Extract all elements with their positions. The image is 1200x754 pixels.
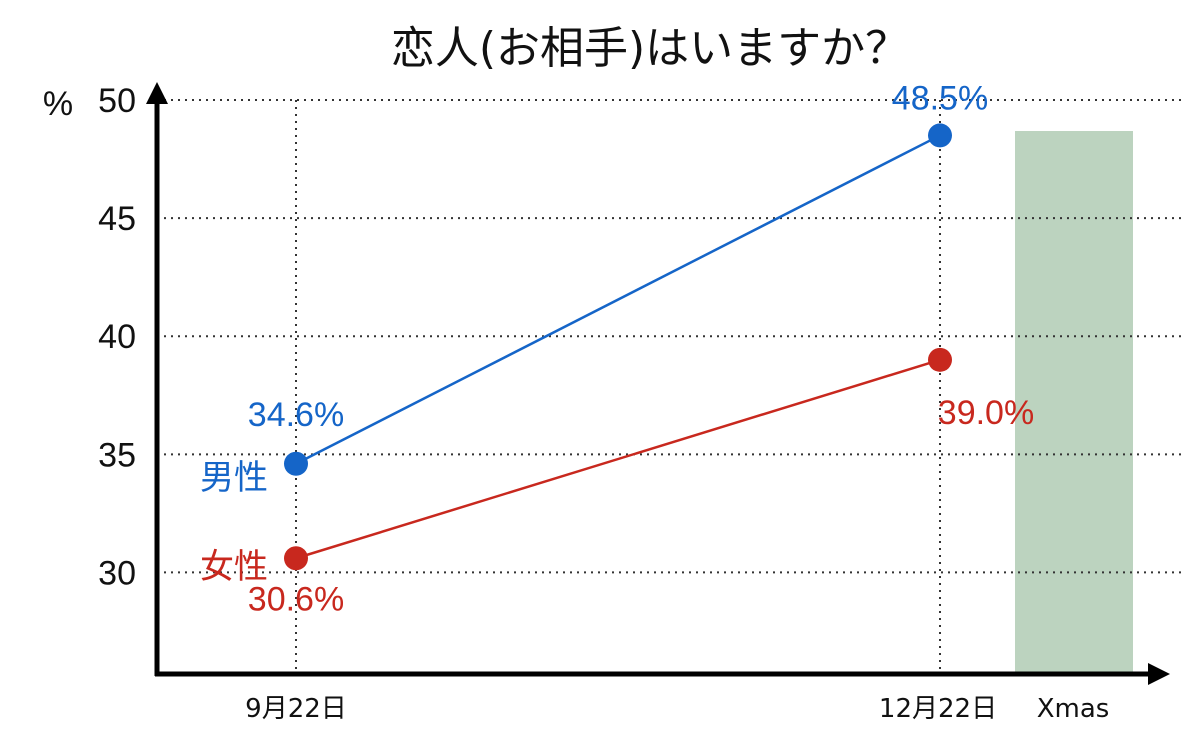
data-label-female: 30.6% (248, 580, 344, 618)
y-tick-label: 35 (98, 436, 136, 474)
y-axis-label: % (43, 85, 73, 123)
chart-title: 恋人(お相手)はいますか？ (391, 23, 909, 74)
series-line-female (295, 358, 941, 560)
xmas-label: Xmas (1037, 694, 1110, 724)
data-point-female (284, 546, 308, 571)
y-tick-label: 40 (98, 318, 136, 356)
data-label-male: 48.5% (892, 79, 988, 117)
data-label-female: 39.0% (938, 394, 1034, 432)
data-point-male (284, 451, 308, 476)
series-label-female: 女性 (200, 547, 268, 587)
y-tick-label: 30 (98, 554, 136, 592)
x-axis-arrow (1148, 663, 1170, 685)
data-point-female (928, 347, 952, 372)
xmas-highlight-band (1015, 131, 1133, 674)
y-tick-label: 45 (98, 200, 136, 238)
x-tick-label: 12月22日 (879, 694, 997, 724)
series-line-male (295, 134, 941, 465)
y-tick-label: 50 (98, 82, 136, 120)
data-point-male (928, 123, 952, 148)
data-label-male: 34.6% (248, 396, 344, 434)
y-axis-arrow (146, 82, 168, 104)
x-tick-label: 9月22日 (245, 694, 347, 724)
series-label-male: 男性 (200, 458, 268, 498)
